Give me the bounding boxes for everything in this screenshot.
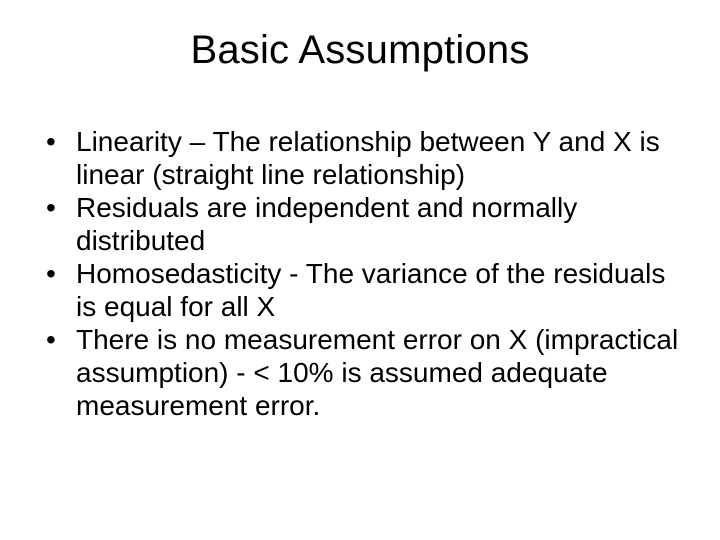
list-item: Homosedasticity - The variance of the re… xyxy=(46,257,686,323)
bullet-list: Linearity – The relationship between Y a… xyxy=(34,125,686,422)
list-item: Residuals are independent and normally d… xyxy=(46,191,686,257)
list-item: There is no measurement error on X (impr… xyxy=(46,323,686,422)
list-item: Linearity – The relationship between Y a… xyxy=(46,125,686,191)
slide-title: Basic Assumptions xyxy=(34,28,686,73)
